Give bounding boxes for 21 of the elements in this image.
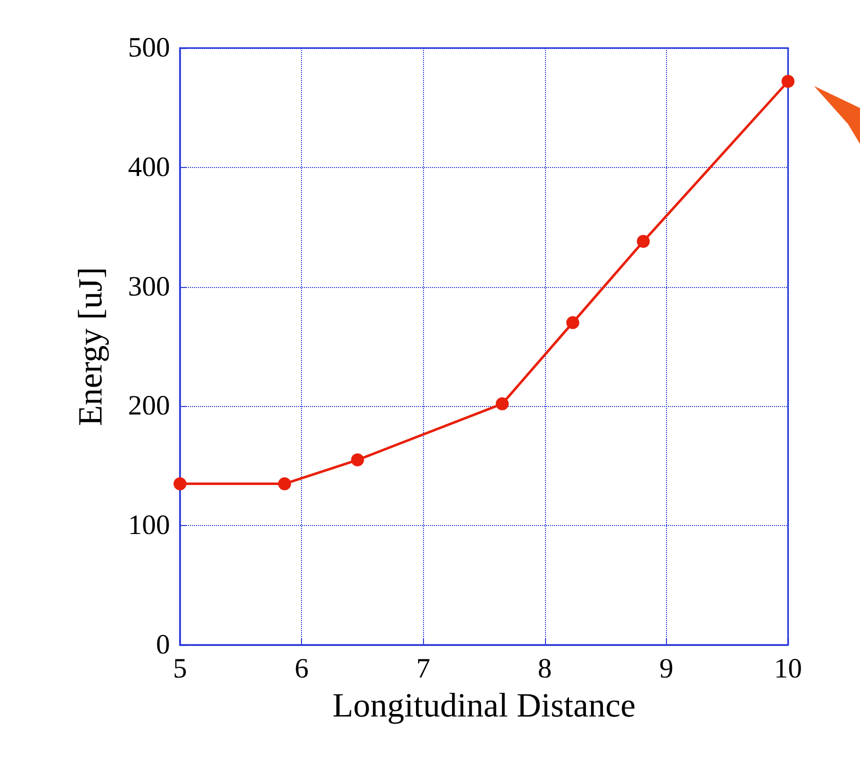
point	[496, 397, 509, 410]
x-tick-label: 9	[659, 654, 674, 684]
y-tick-label: 300	[128, 271, 170, 302]
x-tick-label: 8	[538, 654, 552, 684]
point	[278, 477, 292, 490]
x-tick-label: 7	[416, 654, 430, 684]
x-tick-label: 6	[294, 654, 309, 684]
y-axis-title: Energy [uJ]	[72, 267, 110, 426]
point	[351, 453, 364, 466]
x-tick-label: 5	[173, 654, 187, 684]
point	[174, 477, 186, 490]
y-tick-label: 400	[128, 152, 170, 183]
x-tick-label: 10	[774, 654, 802, 684]
point	[636, 234, 650, 248]
y-tick-label: 100	[128, 510, 170, 542]
point	[566, 316, 580, 330]
y-tick-label: 200	[128, 390, 170, 422]
point	[782, 74, 794, 88]
x-axis-title: Longitudinal Distance	[332, 688, 636, 724]
y-tick-label: 0	[156, 630, 170, 660]
y-tick-label: 500	[128, 32, 170, 64]
